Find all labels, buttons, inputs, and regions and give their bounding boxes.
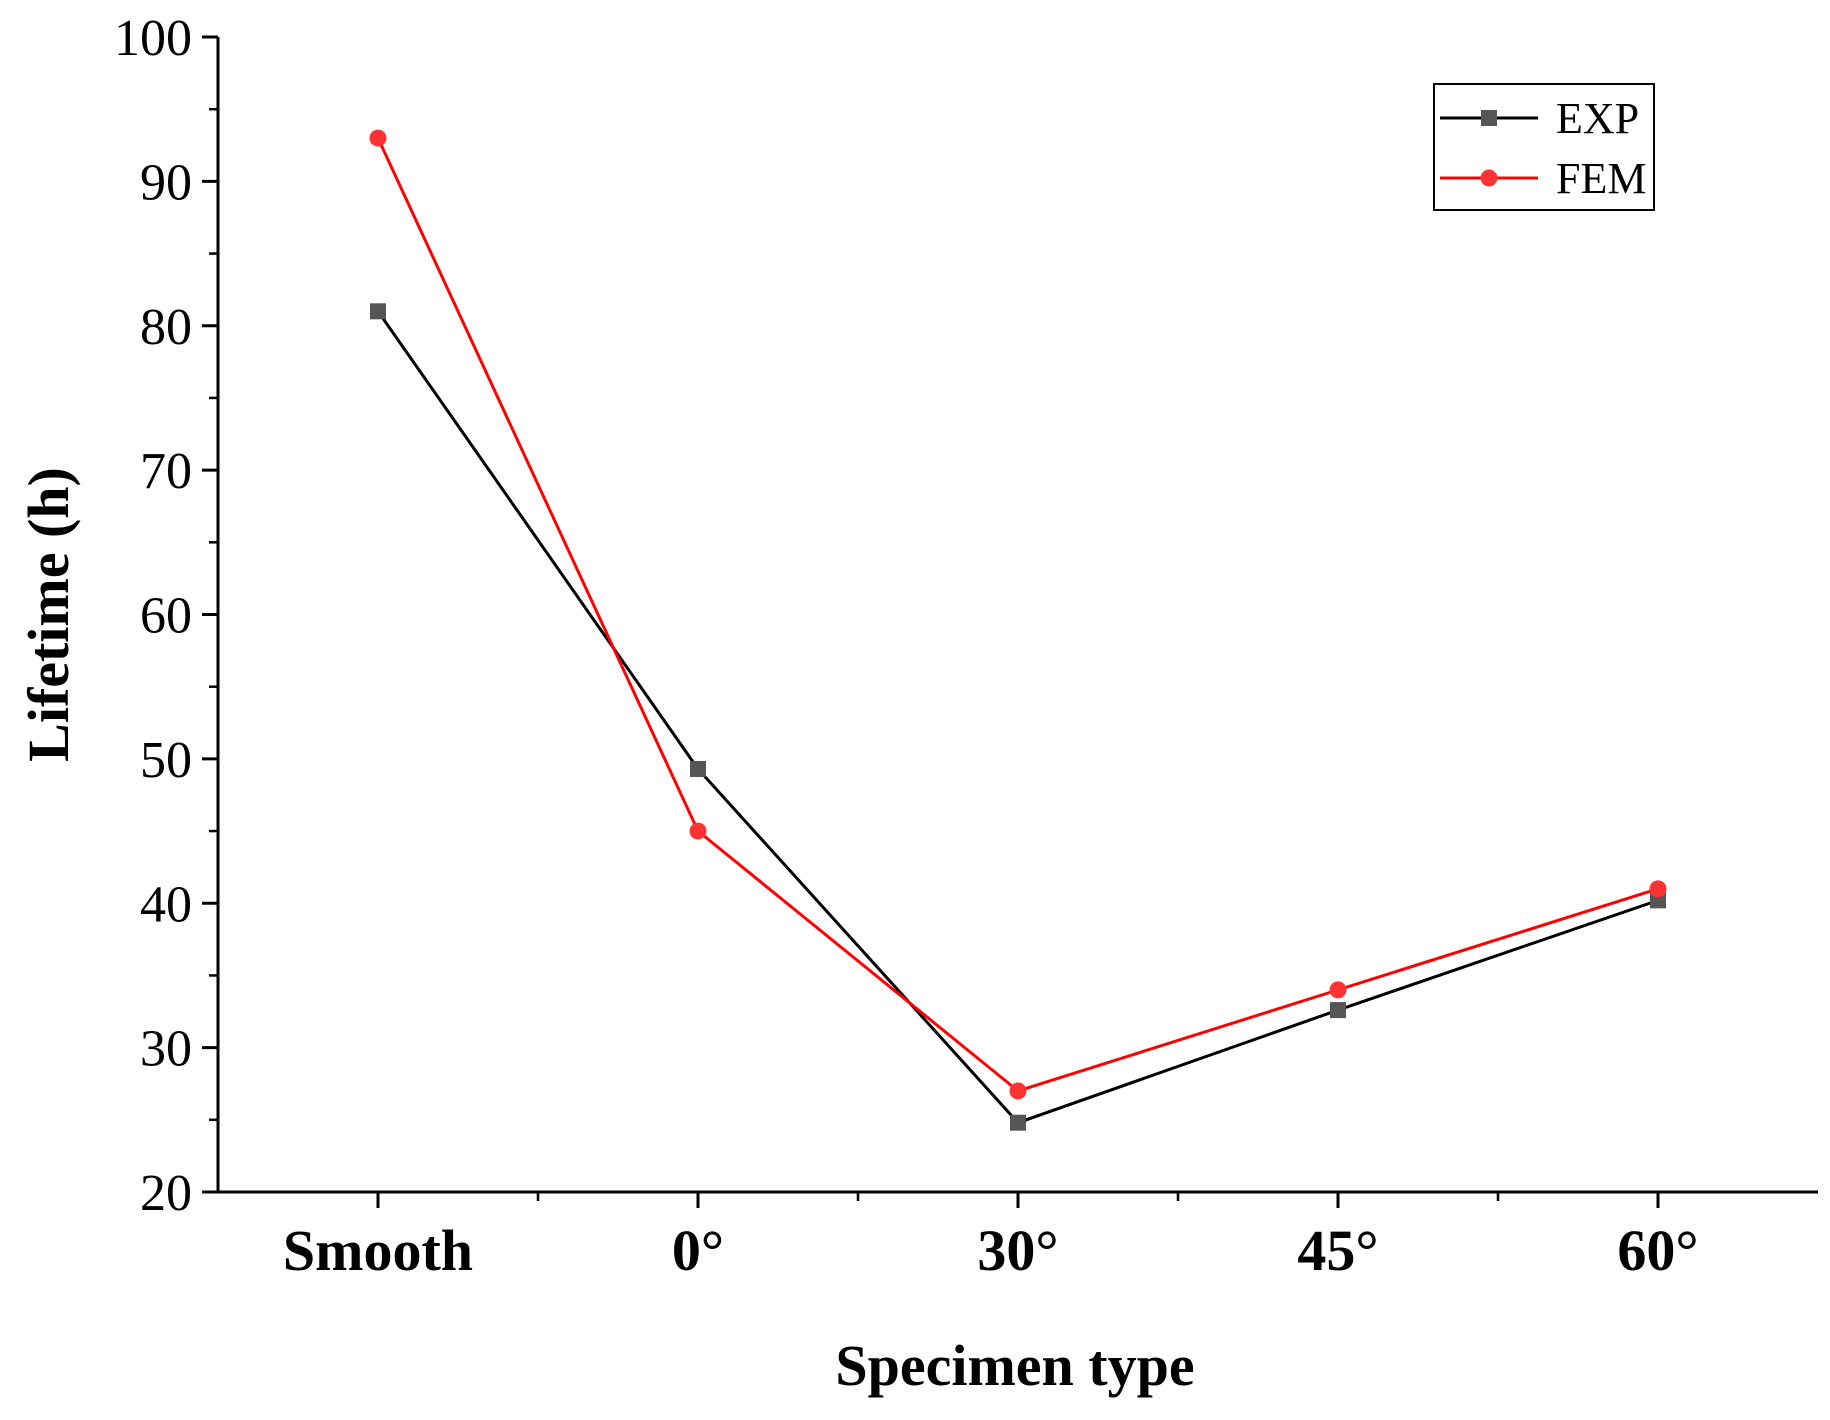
x-tick-label: 0° xyxy=(672,1218,724,1283)
legend-fem-label: FEM xyxy=(1556,154,1646,203)
y-axis-ticks: 20 30 40 50 60 70 80 90 100 xyxy=(114,10,218,1222)
x-tick-label: 60° xyxy=(1617,1218,1698,1283)
legend-fem-marker xyxy=(1480,169,1498,187)
data-point-fem xyxy=(1649,880,1667,898)
data-point-fem xyxy=(689,822,707,840)
x-axis-ticks: Smooth 0° 30° 45° 60° xyxy=(283,1192,1699,1283)
data-point-exp xyxy=(370,303,386,320)
data-point-exp xyxy=(1330,1002,1346,1019)
legend: EXP FEM xyxy=(1433,83,1655,211)
y-tick-label: 70 xyxy=(140,443,192,500)
y-tick-label: 100 xyxy=(114,10,192,67)
data-point-fem xyxy=(1329,981,1347,999)
y-tick-label: 80 xyxy=(140,299,192,356)
legend-box xyxy=(1433,83,1655,211)
y-tick-label: 30 xyxy=(140,1021,192,1078)
data-point-fem xyxy=(369,129,387,147)
y-tick-label: 90 xyxy=(140,154,192,211)
x-tick-label: Smooth xyxy=(283,1218,473,1283)
data-point-exp xyxy=(1650,892,1666,909)
data-point-exp xyxy=(1010,1114,1026,1131)
plot-series xyxy=(369,129,1667,1131)
y-tick-label: 20 xyxy=(140,1165,192,1222)
y-tick-label: 50 xyxy=(140,732,192,789)
data-point-fem xyxy=(1009,1082,1027,1100)
y-tick-label: 60 xyxy=(140,588,192,645)
x-tick-label: 45° xyxy=(1297,1218,1378,1283)
x-axis-title: Specimen type xyxy=(835,1333,1194,1398)
legend-exp-label: EXP xyxy=(1556,94,1639,143)
data-point-exp xyxy=(690,760,706,777)
legend-exp-marker xyxy=(1481,110,1497,126)
y-tick-label: 40 xyxy=(140,876,192,933)
y-axis-title: Lifetime (h) xyxy=(16,467,81,762)
x-tick-label: 30° xyxy=(977,1218,1058,1283)
